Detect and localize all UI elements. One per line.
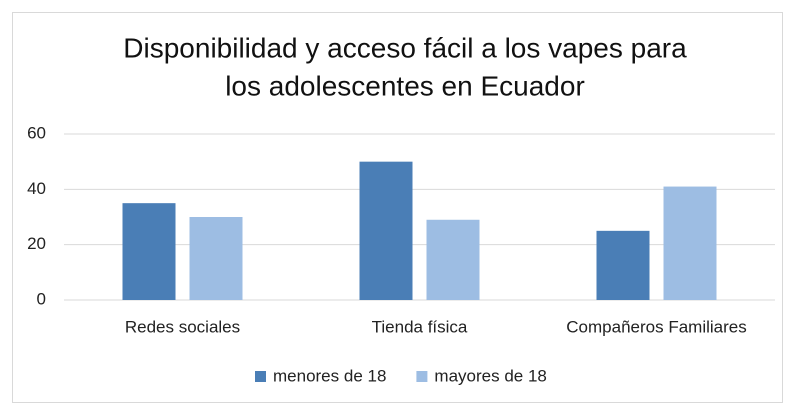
legend-label: menores de 18: [273, 366, 386, 385]
y-tick-label: 40: [27, 179, 46, 198]
bar: [189, 217, 243, 300]
bar: [426, 219, 480, 300]
bar: [122, 203, 176, 300]
legend-swatch: [416, 371, 428, 382]
chart-title: Disponibilidad y acceso fácil a los vape…: [123, 32, 687, 63]
x-tick-label: Compañeros Familiares: [566, 317, 746, 336]
x-tick-label: Redes sociales: [125, 317, 240, 336]
x-tick-label: Tienda física: [372, 317, 468, 336]
y-tick-label: 0: [37, 289, 46, 308]
chart-title: los adolescentes en Ecuador: [225, 70, 585, 101]
y-tick-label: 60: [27, 123, 46, 142]
bar: [596, 230, 650, 300]
y-tick-label: 20: [27, 234, 46, 253]
legend-label: mayores de 18: [434, 366, 546, 385]
bar: [663, 186, 717, 300]
bar: [359, 161, 413, 300]
legend-swatch: [255, 371, 266, 382]
